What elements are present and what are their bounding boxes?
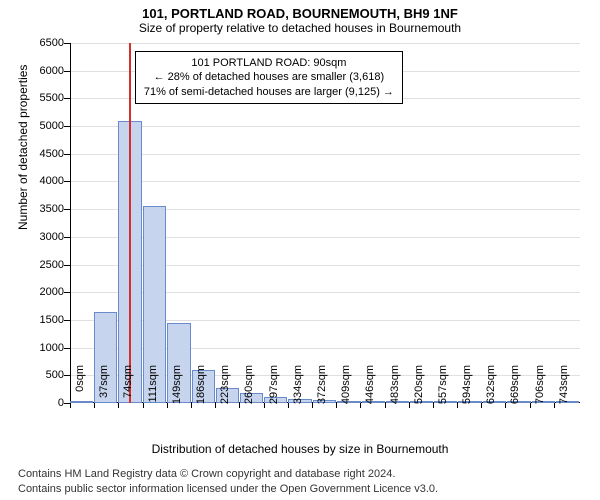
annotation-box: 101 PORTLAND ROAD: 90sqm ← 28% of detach… xyxy=(135,51,403,104)
y-tick xyxy=(64,209,70,210)
y-tick xyxy=(64,43,70,44)
y-tick xyxy=(64,292,70,293)
x-tick-label: 297sqm xyxy=(268,365,280,415)
y-tick-label: 1500 xyxy=(24,314,64,326)
x-tick xyxy=(70,403,71,408)
x-tick xyxy=(554,403,555,408)
x-tick-label: 632sqm xyxy=(485,365,497,415)
x-tick-label: 372sqm xyxy=(316,365,328,415)
x-tick xyxy=(505,403,506,408)
x-tick xyxy=(94,403,95,408)
x-tick xyxy=(143,403,144,408)
x-tick-label: 409sqm xyxy=(340,365,352,415)
y-tick-label: 500 xyxy=(24,369,64,381)
y-tick-label: 4500 xyxy=(24,148,64,160)
y-tick-label: 0 xyxy=(24,397,64,409)
x-tick xyxy=(457,403,458,408)
attribution: Contains HM Land Registry data © Crown c… xyxy=(18,467,438,496)
x-tick xyxy=(288,403,289,408)
y-tick xyxy=(64,375,70,376)
x-tick xyxy=(360,403,361,408)
x-tick-label: 743sqm xyxy=(558,365,570,415)
x-tick-label: 334sqm xyxy=(292,365,304,415)
y-tick-label: 6500 xyxy=(24,37,64,49)
x-tick xyxy=(264,403,265,408)
x-tick xyxy=(385,403,386,408)
y-tick xyxy=(64,98,70,99)
y-tick-label: 3500 xyxy=(24,203,64,215)
property-indicator-line xyxy=(129,43,131,403)
x-tick xyxy=(215,403,216,408)
chart-area: 0500100015002000250030003500400045005000… xyxy=(70,43,580,403)
x-tick xyxy=(409,403,410,408)
y-tick-label: 6000 xyxy=(24,65,64,77)
y-tick xyxy=(64,71,70,72)
attribution-line2: Contains public sector information licen… xyxy=(18,482,438,496)
x-tick-label: 706sqm xyxy=(534,365,546,415)
x-tick xyxy=(530,403,531,408)
subtitle: Size of property relative to detached ho… xyxy=(0,21,600,39)
x-tick xyxy=(167,403,168,408)
x-tick-label: 111sqm xyxy=(147,365,159,415)
annotation-line1: 101 PORTLAND ROAD: 90sqm xyxy=(144,56,394,70)
x-tick xyxy=(118,403,119,408)
y-tick xyxy=(64,320,70,321)
x-tick-label: 186sqm xyxy=(195,365,207,415)
y-tick-label: 5000 xyxy=(24,120,64,132)
x-tick-label: 260sqm xyxy=(243,365,255,415)
x-tick-label: 669sqm xyxy=(509,365,521,415)
y-tick-label: 5500 xyxy=(24,92,64,104)
annotation-line3: 71% of semi-detached houses are larger (… xyxy=(144,85,394,99)
x-tick-label: 149sqm xyxy=(171,365,183,415)
y-tick-label: 4000 xyxy=(24,175,64,187)
y-tick xyxy=(64,265,70,266)
x-tick-label: 37sqm xyxy=(98,365,110,415)
y-tick xyxy=(64,237,70,238)
y-tick xyxy=(64,348,70,349)
y-tick-label: 2500 xyxy=(24,259,64,271)
x-tick-label: 223sqm xyxy=(219,365,231,415)
x-tick-label: 520sqm xyxy=(413,365,425,415)
y-tick-label: 3000 xyxy=(24,231,64,243)
x-tick-label: 0sqm xyxy=(74,365,86,415)
x-tick-label: 446sqm xyxy=(364,365,376,415)
x-tick xyxy=(191,403,192,408)
y-tick-label: 1000 xyxy=(24,342,64,354)
x-tick-label: 74sqm xyxy=(122,365,134,415)
address-title: 101, PORTLAND ROAD, BOURNEMOUTH, BH9 1NF xyxy=(0,0,600,21)
x-tick xyxy=(336,403,337,408)
y-tick-label: 2000 xyxy=(24,286,64,298)
annotation-line2: ← 28% of detached houses are smaller (3,… xyxy=(144,70,394,84)
x-tick xyxy=(481,403,482,408)
x-tick xyxy=(239,403,240,408)
y-tick xyxy=(64,154,70,155)
x-tick-label: 483sqm xyxy=(389,365,401,415)
x-tick xyxy=(312,403,313,408)
attribution-line1: Contains HM Land Registry data © Crown c… xyxy=(18,467,438,481)
y-tick xyxy=(64,126,70,127)
y-tick xyxy=(64,181,70,182)
x-tick xyxy=(433,403,434,408)
x-tick-label: 557sqm xyxy=(437,365,449,415)
x-tick-label: 594sqm xyxy=(461,365,473,415)
x-axis-label: Distribution of detached houses by size … xyxy=(0,442,600,456)
